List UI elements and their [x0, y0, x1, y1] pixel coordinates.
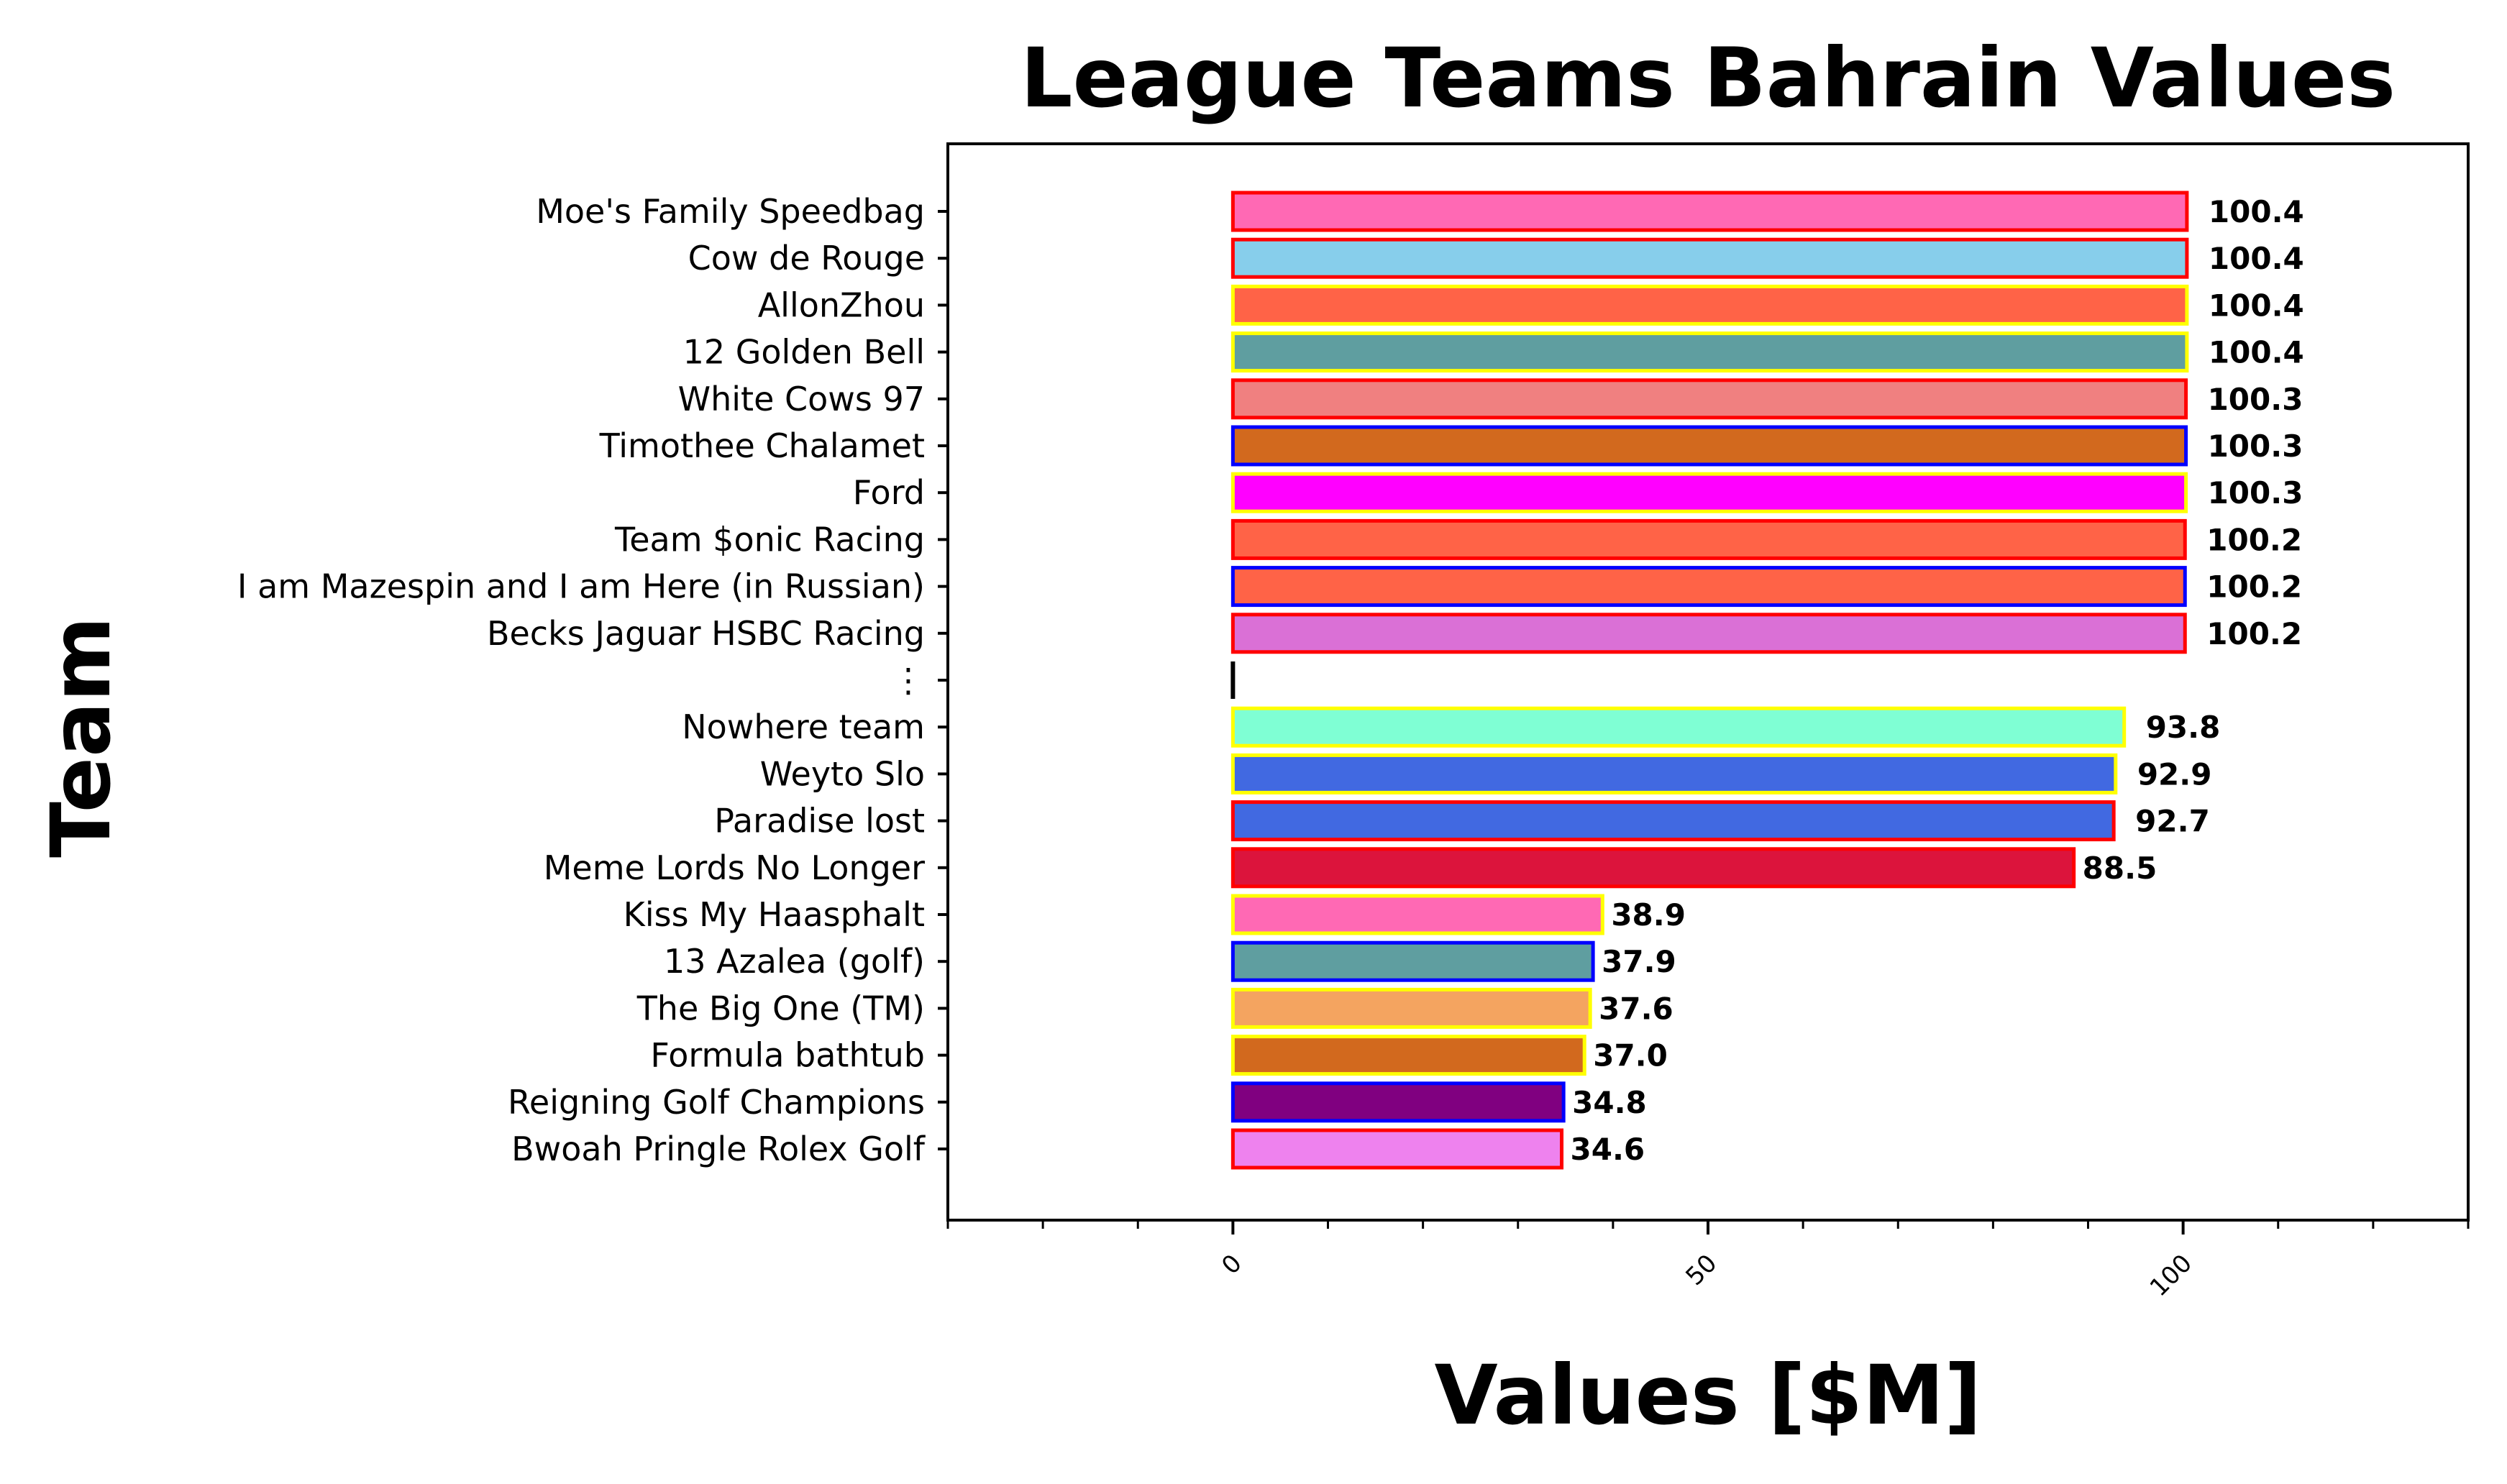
bar-value-label: 100.4	[2209, 241, 2304, 276]
bar	[1230, 566, 2187, 608]
y-tick-label: Becks Jaguar HSBC Racing	[487, 614, 925, 653]
y-tick-label: Team $onic Racing	[614, 520, 925, 559]
y-tick-label: Bwoah Pringle Rolex Golf	[511, 1130, 926, 1168]
bar-value-label: 34.6	[1571, 1132, 1645, 1167]
y-tick-label: Timothee Chalamet	[599, 426, 925, 465]
bar-value-label: 37.6	[1599, 991, 1673, 1026]
x-tick-label: 50	[1680, 1249, 1722, 1291]
y-tick-label: Cow de Rouge	[688, 239, 925, 278]
bar-value-label: 100.2	[2206, 569, 2302, 605]
bar	[1230, 1081, 1566, 1123]
bar-value-label: 88.5	[2083, 851, 2157, 886]
bar	[1230, 894, 1604, 935]
y-tick-label: Kiss My Haasphalt	[624, 895, 925, 934]
y-tick-label: The Big One (TM)	[636, 989, 925, 1027]
bar-value-label: 100.3	[2208, 429, 2303, 464]
chart-title: League Teams Bahrain Values	[1020, 30, 2396, 126]
y-axis-label: Team	[33, 616, 129, 858]
y-tick-label: Reigning Golf Champions	[508, 1083, 925, 1122]
y-tick-label: Paradise lost	[714, 802, 925, 841]
y-tick-label: Ford	[853, 473, 925, 512]
y-tick-label: Formula bathtub	[650, 1036, 925, 1075]
y-tick-label: I am Mazespin and I am Here (in Russian)	[237, 567, 925, 606]
bar	[1230, 331, 2189, 373]
bar-value-label: 37.0	[1593, 1038, 1668, 1073]
bar	[1230, 425, 2188, 467]
bar-value-label: 100.4	[2209, 335, 2304, 370]
y-tick-label: 12 Golden Bell	[683, 333, 925, 372]
bar-value-label: 38.9	[1611, 897, 1686, 933]
bar	[1230, 284, 2189, 326]
y-tick-label: Meme Lords No Longer	[544, 848, 925, 887]
bar-value-label: 100.3	[2208, 475, 2303, 510]
y-tick-label: Nowhere team	[682, 707, 925, 746]
bar	[1230, 987, 1592, 1029]
y-tick-label: ⋮	[892, 661, 925, 700]
y-tick-label: White Cows 97	[678, 380, 925, 418]
bar-value-label: 100.2	[2206, 616, 2302, 651]
bar-value-label: 100.2	[2206, 522, 2302, 557]
bar	[1230, 940, 1595, 982]
y-tick-label: Weyto Slo	[760, 754, 925, 793]
bar	[1230, 472, 2188, 513]
bar-separator	[1230, 661, 1236, 699]
bar	[1230, 613, 2187, 654]
bar	[1230, 378, 2188, 420]
bar	[1230, 1035, 1586, 1076]
bar	[1230, 1128, 1564, 1170]
bar-value-label: 34.8	[1572, 1085, 1647, 1120]
bar-value-label: 37.9	[1602, 944, 1676, 979]
bar	[1230, 753, 2118, 794]
plot-area: Moe's Family Speedbag 100.4 Cow de Rouge 10…	[237, 142, 2470, 1302]
x-tick-label: 0	[1216, 1249, 1248, 1281]
bar-value-label: 100.4	[2209, 194, 2304, 229]
bar-value-label: 92.7	[2135, 804, 2210, 839]
bar	[1230, 847, 2076, 889]
y-tick-label: 13 Azalea (golf)	[664, 942, 925, 981]
bar-value-label: 100.4	[2209, 288, 2304, 323]
bar-value-label: 92.9	[2137, 756, 2212, 792]
bar-value-label: 100.3	[2208, 382, 2303, 417]
bar	[1230, 706, 2127, 748]
y-tick-label: AllonZhou	[758, 285, 925, 324]
bar	[1230, 191, 2189, 232]
y-tick-label: Moe's Family Speedbag	[536, 192, 925, 231]
x-axis-label: Values [$M]	[1435, 1347, 1982, 1443]
bar	[1230, 800, 2116, 842]
bar-value-label: 93.8	[2146, 710, 2221, 745]
bar	[1230, 237, 2189, 279]
x-tick-label: 100	[2145, 1249, 2198, 1302]
bar	[1230, 518, 2187, 560]
